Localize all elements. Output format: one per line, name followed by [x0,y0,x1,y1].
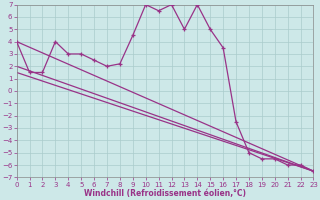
X-axis label: Windchill (Refroidissement éolien,°C): Windchill (Refroidissement éolien,°C) [84,189,246,198]
